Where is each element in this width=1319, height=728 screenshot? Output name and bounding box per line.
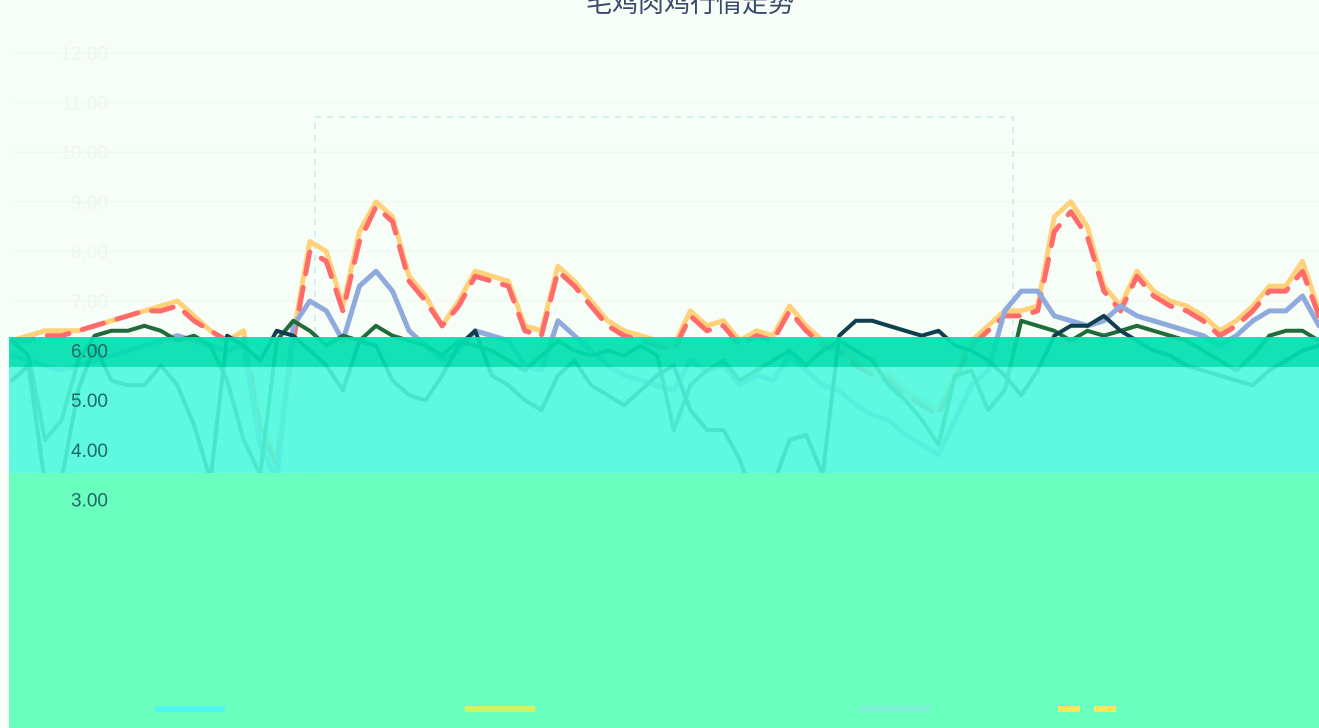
y-tick-label: 7.00 (71, 292, 108, 313)
y-tick-label: 11.00 (62, 94, 108, 115)
y-tick-label: 12.00 (60, 44, 108, 65)
overlay-band-middle (9, 367, 1319, 473)
overlay-bands (9, 337, 1319, 728)
overlay-band-bottom (9, 473, 1319, 728)
chart-title: 毛鸡肉鸡行情走势 (586, 0, 794, 19)
y-tick-label: 10.00 (60, 143, 108, 164)
y-tick-label: 4.00 (71, 441, 108, 462)
overlay-band-top (9, 337, 1319, 367)
y-axis-tick-labels-lower: 3.00 4.00 5.00 6.00 (71, 342, 108, 512)
y-tick-label: 9.00 (71, 193, 108, 214)
y-tick-label: 6.00 (71, 342, 108, 363)
y-tick-label: 5.00 (71, 391, 108, 412)
y-tick-label: 8.00 (71, 242, 108, 263)
y-axis-tick-labels: 7.00 8.00 9.00 10.00 11.00 12.00 (60, 44, 108, 313)
y-tick-label: 3.00 (71, 490, 108, 511)
